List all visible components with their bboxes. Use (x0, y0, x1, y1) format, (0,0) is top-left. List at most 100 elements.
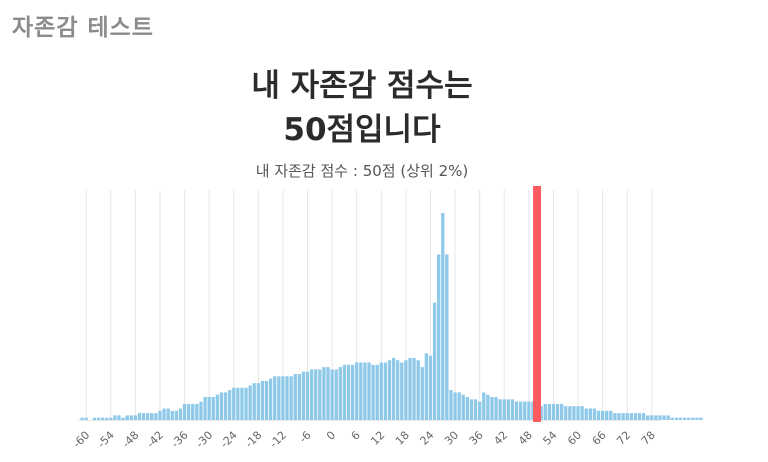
marker-layer (533, 186, 542, 422)
histogram-bar (334, 369, 338, 420)
headline-line-2: 50점입니다 (283, 112, 441, 148)
histogram-bar (600, 410, 605, 420)
histogram-bar (555, 403, 560, 420)
histogram-bar (129, 415, 133, 420)
histogram-bar (461, 394, 465, 420)
x-tick-label: 18 (393, 429, 412, 448)
histogram-bar (613, 413, 617, 420)
histogram-bar (113, 415, 117, 420)
histogram-bar (670, 417, 674, 420)
histogram-bar (420, 367, 424, 420)
histogram-bar (424, 353, 429, 420)
histogram-bar (564, 406, 568, 420)
histogram-bar (240, 387, 244, 420)
x-tick-label: 6 (349, 429, 363, 443)
score-subtitle: 내 자존감 점수 : 50점 (상위 2%) (255, 162, 469, 180)
x-tick-label: -24 (218, 429, 240, 451)
app-title: 자존감 테스트 (12, 15, 154, 41)
histogram-bar (432, 302, 437, 420)
x-tick-label: -36 (169, 429, 191, 451)
histogram-bar (404, 360, 408, 420)
histogram-bar (658, 415, 662, 420)
histogram-bar (457, 392, 461, 420)
histogram-bar (195, 403, 199, 420)
histogram-bar (498, 399, 502, 420)
histogram-bar (412, 357, 416, 420)
histogram-bar (527, 401, 531, 420)
x-tick-label: 24 (418, 429, 437, 448)
histogram-bar (539, 406, 543, 420)
histogram-bar (371, 364, 375, 420)
x-tick-label: -48 (120, 429, 142, 451)
histogram-bar (121, 417, 125, 420)
x-tick-label: 54 (540, 429, 559, 448)
histogram-bar (699, 417, 703, 420)
histogram-bar (355, 362, 359, 420)
histogram-bar (637, 413, 642, 420)
histogram-bar (281, 376, 285, 420)
x-tick-label: -6 (297, 429, 314, 446)
histogram-bar (96, 417, 101, 420)
x-tick-label: 12 (368, 429, 387, 448)
histogram-bar (223, 392, 228, 420)
histogram-bar (256, 383, 260, 420)
histogram-bar (416, 360, 420, 420)
histogram-bar (162, 408, 166, 420)
histogram-bar (117, 415, 121, 420)
histogram-bar (682, 417, 687, 420)
histogram-bar (662, 415, 666, 420)
histogram-bar (568, 406, 572, 420)
histogram-bar (629, 413, 633, 420)
histogram-bar (609, 410, 613, 420)
histogram-bar (236, 387, 240, 420)
histogram-bar (379, 362, 383, 420)
histogram-bar (510, 399, 515, 420)
histogram-bar (125, 415, 129, 420)
x-tick-label: 66 (590, 429, 609, 448)
histogram-bar (293, 374, 297, 420)
histogram-bar (621, 413, 625, 420)
histogram-bar (137, 413, 142, 420)
histogram-bar (170, 410, 174, 420)
bar-layer (80, 213, 703, 420)
histogram-bar (260, 380, 265, 420)
histogram-bar (191, 403, 195, 420)
histogram-bar (174, 410, 179, 420)
histogram-bar (428, 355, 433, 420)
histogram-bar (449, 390, 453, 420)
histogram-bar (494, 397, 498, 420)
histogram-bar (391, 357, 396, 420)
histogram-bar (580, 406, 584, 420)
histogram-bar (687, 417, 691, 420)
histogram-bar (633, 413, 638, 420)
histogram-bar (277, 376, 281, 420)
histogram-bar (383, 362, 388, 420)
histogram-bar (617, 413, 621, 420)
histogram-bar (141, 413, 146, 420)
x-tick-label: 72 (614, 429, 633, 448)
histogram-bar (387, 360, 392, 420)
histogram-bar (268, 378, 273, 420)
histogram-bar (215, 394, 220, 420)
histogram-bar (572, 406, 576, 420)
histogram-bar (146, 413, 150, 420)
histogram-bar (576, 406, 580, 420)
histogram-bar (309, 369, 314, 420)
histogram-bar (465, 397, 470, 420)
histogram-bar (584, 408, 588, 420)
histogram-bar (646, 415, 650, 420)
x-tick-label: 30 (442, 429, 461, 448)
histogram-bar (105, 417, 109, 420)
histogram-bar (187, 403, 191, 420)
histogram-bar (543, 403, 547, 420)
histogram-bar (437, 254, 441, 420)
histogram-bar (502, 399, 506, 420)
histogram-bar (654, 415, 658, 420)
histogram-bar (301, 371, 306, 420)
histogram-bar (559, 403, 564, 420)
histogram-bar (203, 397, 207, 420)
histogram-bar (248, 385, 252, 420)
histogram-bar (318, 369, 322, 420)
histogram-bar (482, 392, 486, 420)
